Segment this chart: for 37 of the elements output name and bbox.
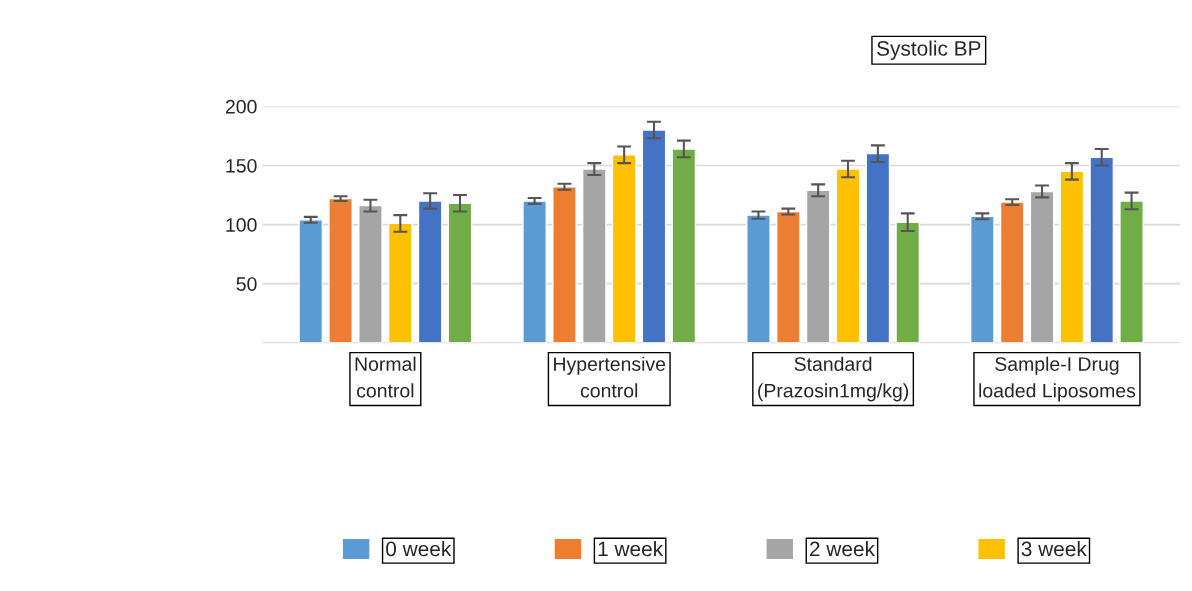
- x-tick-label: Hypertensive control: [554, 356, 666, 398]
- bar: [417, 200, 443, 343]
- y-tick-label: 100: [226, 218, 257, 232]
- x-tick-label: Standard (Prazosin1mg/kg): [758, 356, 909, 402]
- bar: [522, 200, 547, 343]
- bar: [805, 189, 831, 343]
- bar: [671, 148, 697, 343]
- bar: [387, 222, 413, 343]
- bar: [358, 204, 383, 343]
- bar: [328, 197, 353, 343]
- bar: [1059, 170, 1085, 343]
- bar: [835, 168, 861, 343]
- legend-label: 0 week: [386, 541, 452, 557]
- chart-title: Systolic BP: [877, 40, 981, 60]
- bar: [895, 221, 921, 343]
- y-tick-label: 50: [236, 277, 257, 291]
- bar: [746, 214, 771, 343]
- x-tick-label: Normal control: [355, 356, 416, 398]
- bar: [865, 152, 891, 343]
- bar: [775, 210, 801, 343]
- bar: [581, 168, 607, 343]
- bar: [999, 201, 1025, 343]
- legend-label: 3 week: [1021, 541, 1087, 557]
- bar: [298, 219, 324, 343]
- legend-label: 2 week: [810, 541, 875, 557]
- bar: [1119, 200, 1144, 343]
- bar: [641, 129, 667, 343]
- bar: [552, 186, 577, 343]
- bar: [447, 202, 473, 343]
- x-tick-label: Sample-I Drug loaded Liposomes: [979, 356, 1136, 402]
- bar: [611, 154, 637, 343]
- y-tick-label: 150: [226, 158, 257, 173]
- bar: [1029, 190, 1055, 343]
- bar: [969, 215, 995, 343]
- legend-label: 1 week: [598, 541, 664, 557]
- bar: [1089, 156, 1115, 343]
- y-tick-label: 200: [225, 99, 257, 114]
